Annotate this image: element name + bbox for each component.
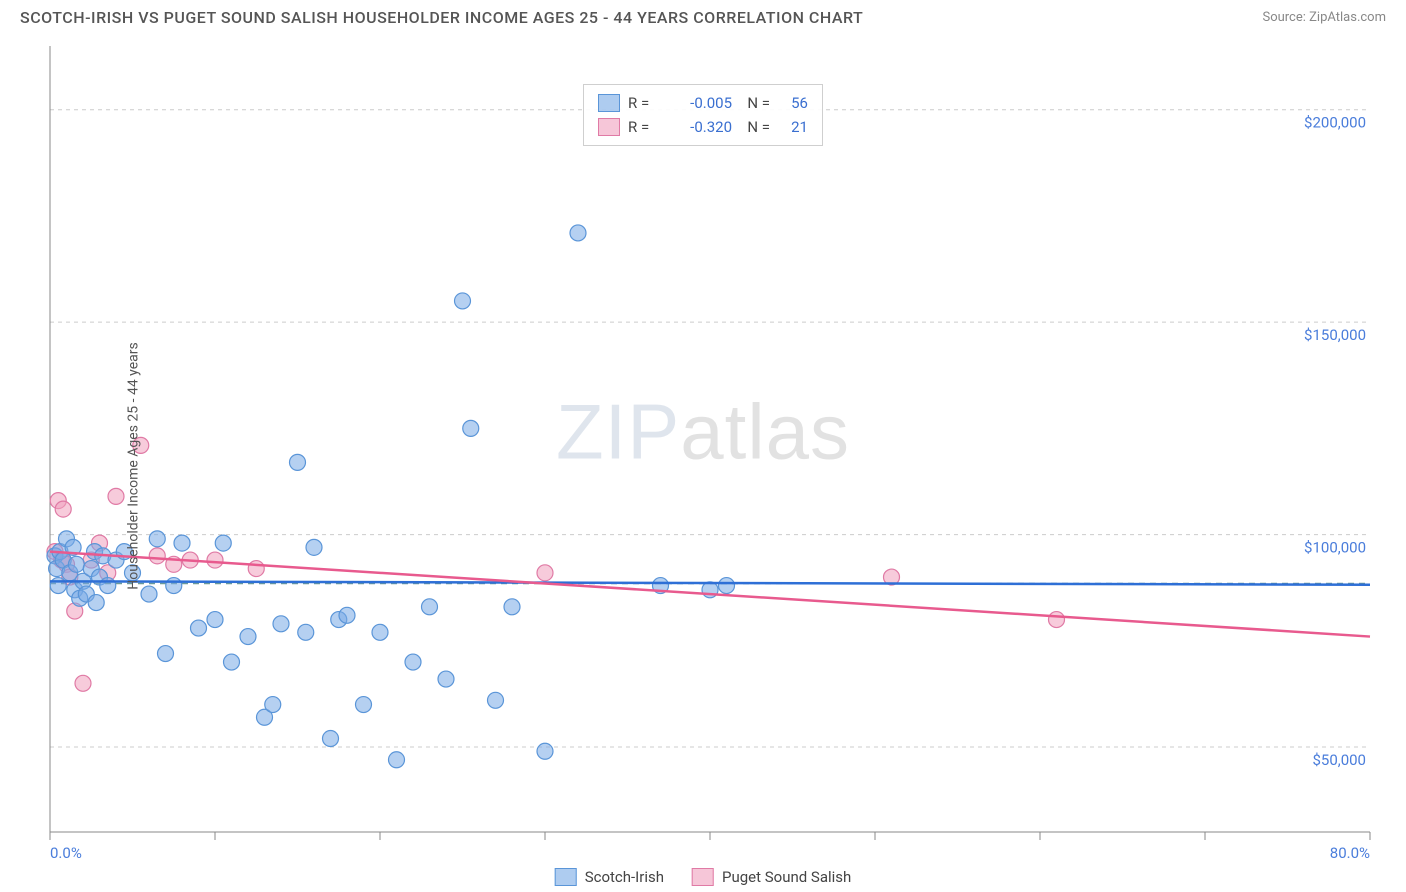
scatter-point-blue [166, 578, 182, 594]
legend-row: R = -0.005 N = 56 [598, 91, 808, 115]
scatter-point-blue [68, 556, 84, 572]
legend-swatch-pink [692, 868, 714, 886]
legend-item: Puget Sound Salish [692, 868, 851, 886]
scatter-point-pink [248, 561, 264, 577]
scatter-point-pink [75, 675, 91, 691]
legend-series-label: Scotch-Irish [585, 868, 664, 886]
scatter-point-blue [356, 697, 372, 713]
regression-line-pink [50, 552, 1370, 637]
source-label: Source: ZipAtlas.com [1262, 10, 1386, 25]
scatter-point-blue [389, 752, 405, 768]
scatter-point-blue [405, 654, 421, 670]
scatter-point-blue [158, 646, 174, 662]
regression-line-blue [50, 581, 1370, 584]
scatter-point-blue [100, 578, 116, 594]
svg-text:$100,000: $100,000 [1304, 539, 1366, 557]
scatter-point-blue [174, 535, 190, 551]
scatter-point-blue [504, 599, 520, 615]
scatter-point-blue [207, 612, 223, 628]
scatter-point-blue [215, 535, 231, 551]
scatter-point-blue [298, 624, 314, 640]
svg-text:$200,000: $200,000 [1304, 114, 1366, 132]
scatter-point-blue [372, 624, 388, 640]
chart-area: Householder Income Ages 25 - 44 years $5… [0, 40, 1406, 892]
legend-r-value: -0.005 [672, 94, 732, 112]
svg-text:$50,000: $50,000 [1312, 751, 1366, 769]
scatter-chart: $50,000 $100,000 $150,000 $200,000 0.0% 80.0% [0, 40, 1406, 860]
legend-n-value: 56 [778, 94, 808, 112]
scatter-point-blue [224, 654, 240, 670]
legend-n-label: N = [740, 118, 770, 136]
scatter-point-blue [422, 599, 438, 615]
scatter-point-blue [339, 607, 355, 623]
scatter-point-blue [141, 586, 157, 602]
svg-text:80.0%: 80.0% [1330, 844, 1370, 860]
scatter-point-pink [108, 488, 124, 504]
scatter-point-pink [1049, 612, 1065, 628]
legend-n-value: 21 [778, 118, 808, 136]
legend-swatch-pink [598, 118, 620, 136]
scatter-point-pink [149, 548, 165, 564]
scatter-point-blue [438, 671, 454, 687]
legend-n-label: N = [740, 94, 770, 112]
svg-text:$150,000: $150,000 [1304, 326, 1366, 344]
scatter-point-blue [273, 616, 289, 632]
legend-r-label: R = [628, 94, 664, 112]
scatter-point-pink [537, 565, 553, 581]
legend-swatch-blue [598, 94, 620, 112]
scatter-point-blue [306, 539, 322, 555]
scatter-point-blue [50, 578, 66, 594]
legend-swatch-blue [555, 868, 577, 886]
scatter-point-blue [240, 629, 256, 645]
correlation-legend: R = -0.005 N = 56 R = -0.320 N = 21 [583, 84, 823, 146]
scatter-point-blue [191, 620, 207, 636]
scatter-point-blue [488, 692, 504, 708]
scatter-point-blue [88, 595, 104, 611]
legend-series-label: Puget Sound Salish [722, 868, 851, 886]
y-axis-label: Householder Income Ages 25 - 44 years [126, 342, 142, 589]
scatter-point-blue [463, 420, 479, 436]
header: SCOTCH-IRISH VS PUGET SOUND SALISH HOUSE… [0, 0, 1406, 31]
scatter-point-blue [455, 293, 471, 309]
scatter-point-blue [719, 578, 735, 594]
scatter-point-blue [323, 731, 339, 747]
legend-r-value: -0.320 [672, 118, 732, 136]
scatter-point-pink [55, 501, 71, 517]
scatter-point-pink [207, 552, 223, 568]
legend-r-label: R = [628, 118, 664, 136]
series-legend: Scotch-Irish Puget Sound Salish [555, 868, 852, 886]
svg-text:0.0%: 0.0% [50, 844, 82, 860]
scatter-point-blue [265, 697, 281, 713]
scatter-point-blue [290, 454, 306, 470]
legend-row: R = -0.320 N = 21 [598, 115, 808, 139]
scatter-point-blue [570, 225, 586, 241]
legend-item: Scotch-Irish [555, 868, 664, 886]
scatter-point-blue [149, 531, 165, 547]
scatter-point-blue [537, 743, 553, 759]
chart-title: SCOTCH-IRISH VS PUGET SOUND SALISH HOUSE… [20, 8, 863, 27]
